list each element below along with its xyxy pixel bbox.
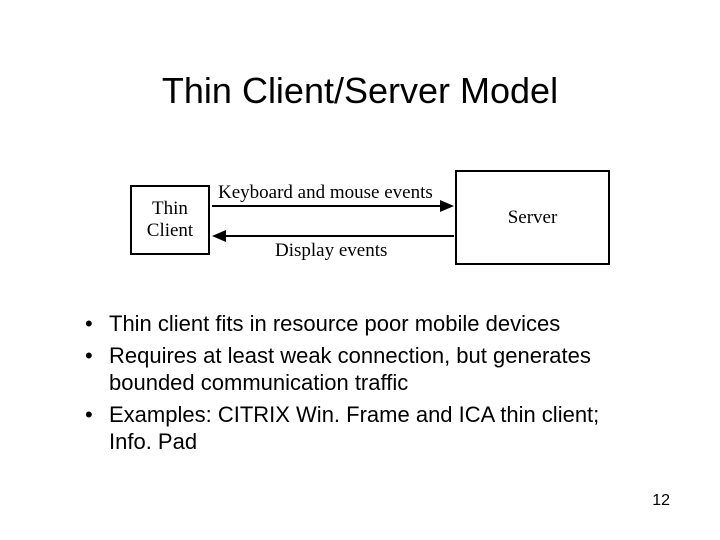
page-number: 12 bbox=[652, 492, 670, 510]
diagram-area: Thin Client Server Keyboard and mouse ev… bbox=[0, 185, 720, 280]
edge-kb-mouse-line bbox=[212, 205, 440, 207]
node-thin-client: Thin Client bbox=[130, 185, 210, 255]
edge-display-line bbox=[226, 235, 454, 237]
edge-display-label: Display events bbox=[275, 240, 387, 262]
edge-display-head bbox=[212, 230, 226, 242]
page-title: Thin Client/Server Model bbox=[0, 70, 720, 112]
bullet-item: Examples: CITRIX Win. Frame and ICA thin… bbox=[85, 401, 645, 456]
bullet-item: Requires at least weak connection, but g… bbox=[85, 342, 645, 397]
edge-kb-mouse-head bbox=[440, 200, 454, 212]
node-server-label: Server bbox=[508, 207, 558, 229]
bullet-item: Thin client fits in resource poor mobile… bbox=[85, 310, 645, 338]
node-server: Server bbox=[455, 170, 610, 265]
edge-kb-mouse-label: Keyboard and mouse events bbox=[218, 182, 433, 204]
bullet-list: Thin client fits in resource poor mobile… bbox=[85, 310, 645, 460]
node-thin-client-line1: Thin bbox=[152, 198, 188, 220]
node-thin-client-line2: Client bbox=[147, 220, 193, 242]
